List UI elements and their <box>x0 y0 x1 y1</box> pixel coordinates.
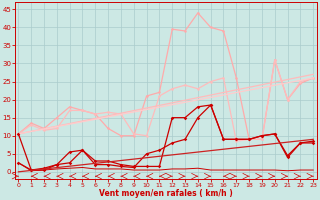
X-axis label: Vent moyen/en rafales ( km/h ): Vent moyen/en rafales ( km/h ) <box>99 189 233 198</box>
